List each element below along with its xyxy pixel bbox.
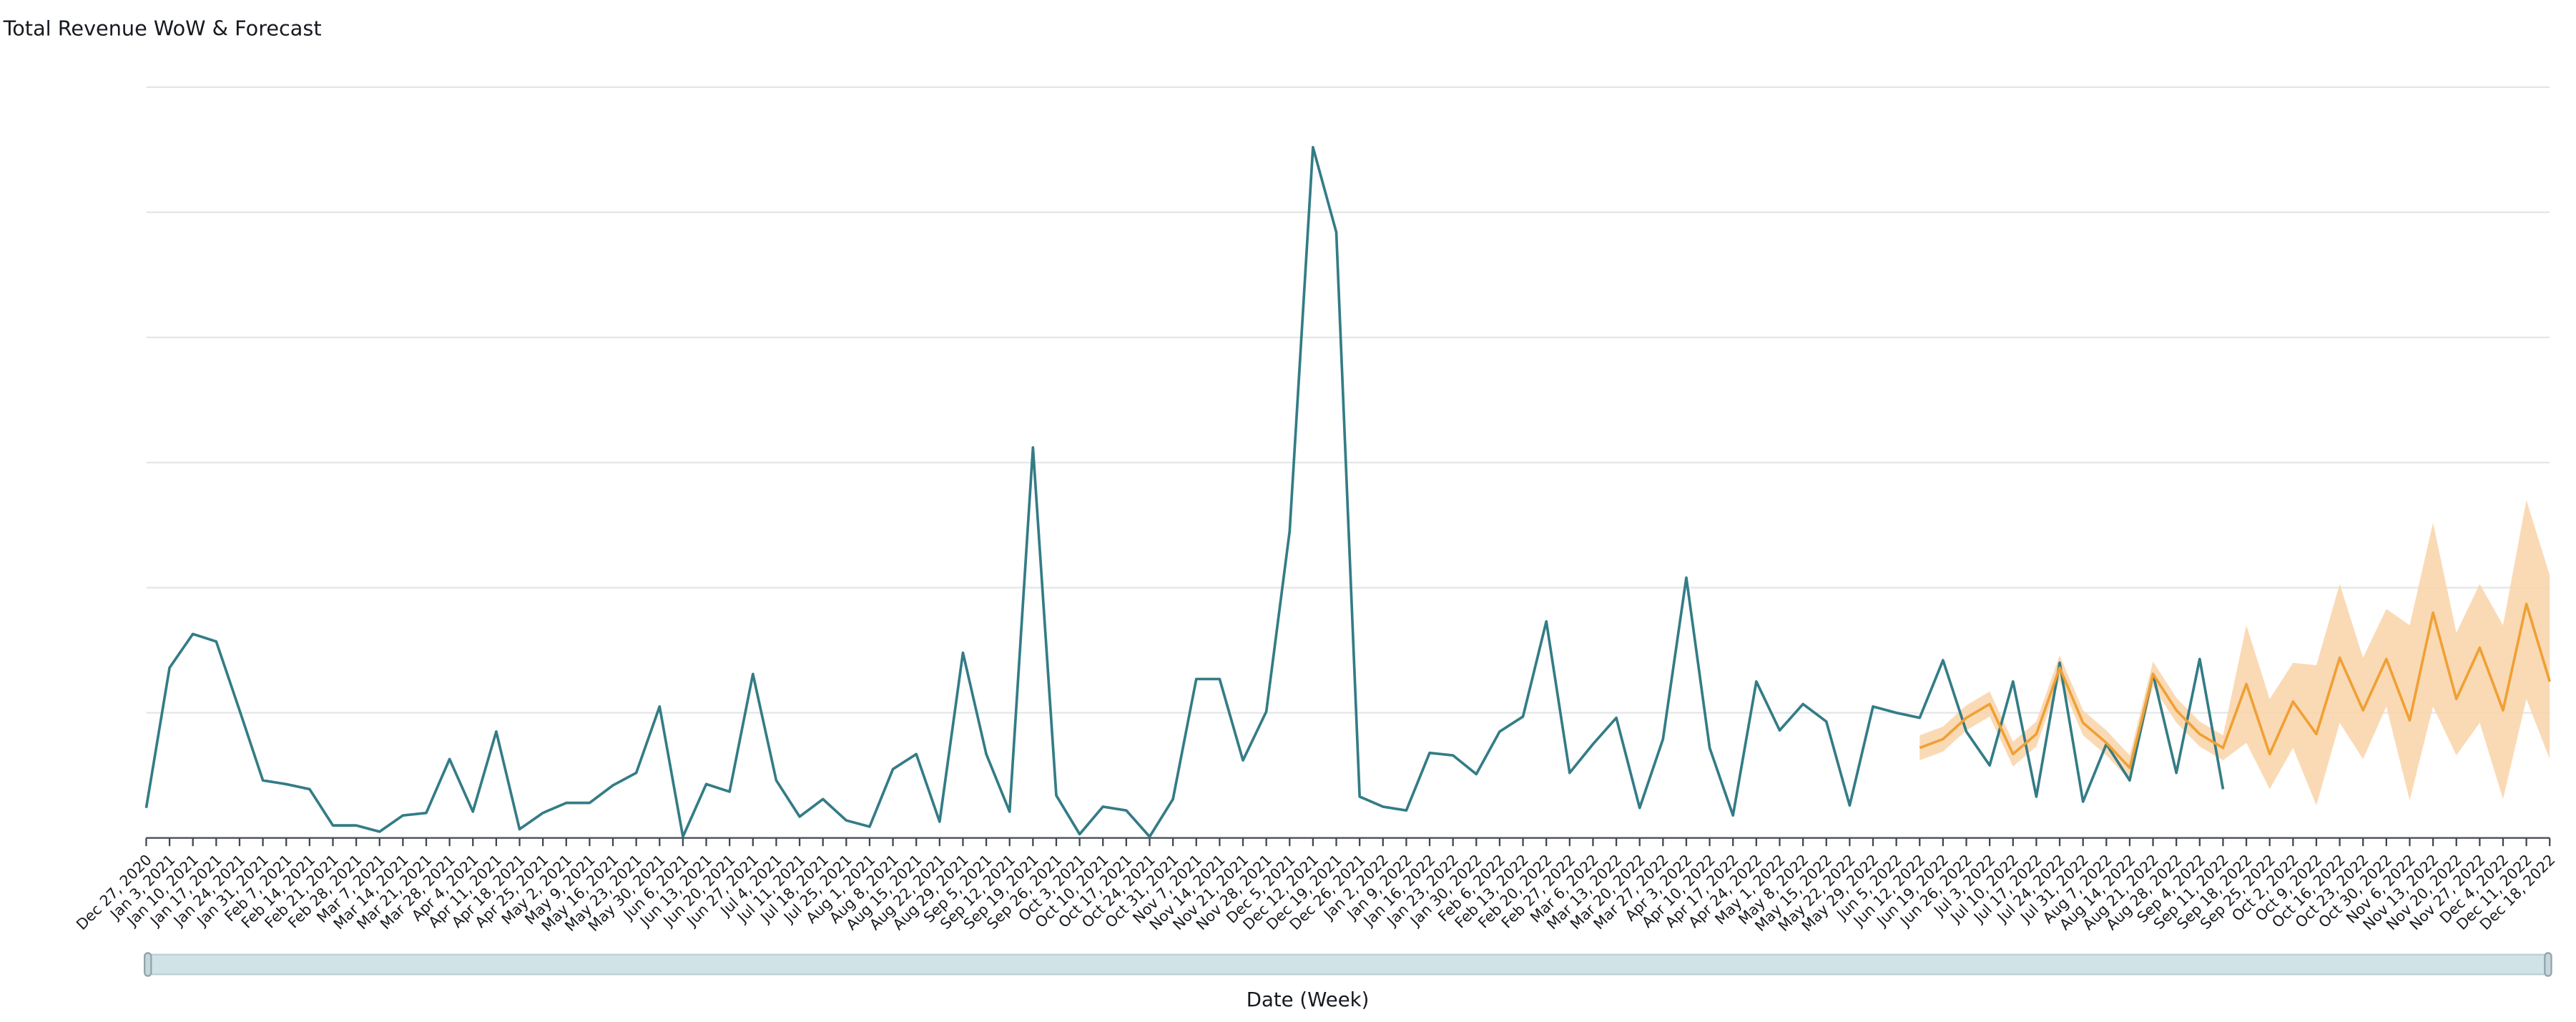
x-axis-title: Date (Week) [1247,988,1370,1011]
forecast-band [1919,500,2550,806]
chart-title: Total Revenue WoW & Forecast [3,16,322,40]
scrollbar-handle[interactable] [144,952,152,977]
range-scrollbar[interactable] [145,953,2551,976]
series-line [144,145,2225,838]
series-line [1919,602,2552,770]
scrollbar-handle[interactable] [2544,952,2552,977]
